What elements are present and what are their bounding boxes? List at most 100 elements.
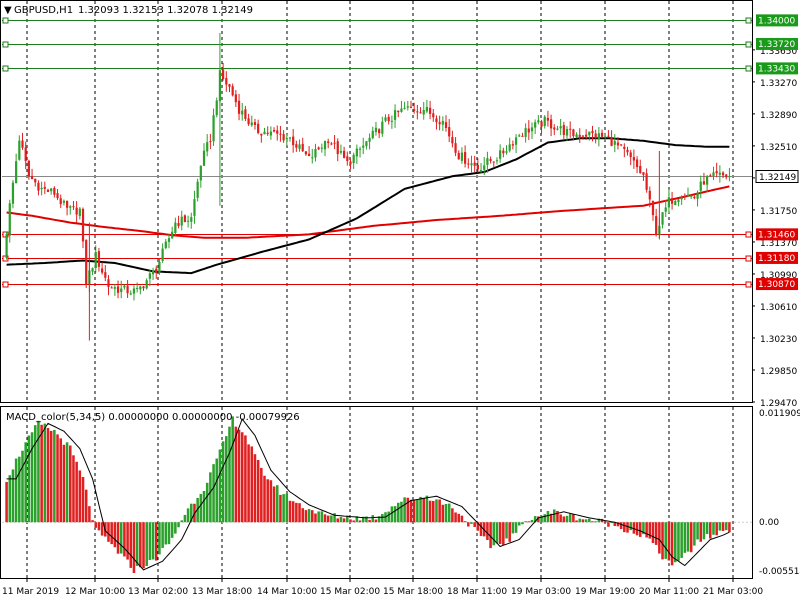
candle-body bbox=[78, 208, 81, 216]
candle bbox=[339, 144, 343, 155]
level-handle-left-2[interactable] bbox=[2, 65, 9, 72]
candle bbox=[91, 267, 94, 276]
candle bbox=[524, 123, 527, 143]
macd-bar bbox=[361, 516, 365, 523]
macd-bar bbox=[629, 522, 632, 531]
candle-body bbox=[40, 187, 43, 190]
macd-panel[interactable] bbox=[0, 406, 753, 579]
macd-bar bbox=[556, 511, 559, 523]
candle bbox=[371, 126, 374, 140]
candle-body bbox=[314, 148, 317, 158]
candle bbox=[282, 130, 285, 143]
macd-bar bbox=[396, 502, 400, 523]
macd-bar bbox=[186, 508, 190, 523]
candle bbox=[37, 180, 40, 196]
level-handle-left-5[interactable] bbox=[2, 281, 9, 288]
candle-body bbox=[642, 172, 645, 175]
macd-bar bbox=[406, 497, 410, 523]
macd-bar bbox=[428, 500, 432, 523]
candle bbox=[368, 133, 371, 150]
candle-body bbox=[85, 240, 88, 285]
candle bbox=[492, 161, 495, 168]
candle bbox=[505, 145, 508, 155]
macd-bar bbox=[568, 513, 572, 523]
macd-bar bbox=[400, 501, 403, 523]
candle-body bbox=[327, 141, 330, 143]
candle-body bbox=[524, 128, 527, 137]
price-panel[interactable] bbox=[0, 0, 753, 403]
macd-bar bbox=[457, 513, 461, 523]
candle bbox=[346, 151, 349, 166]
level-handle-right-0[interactable] bbox=[745, 17, 752, 24]
candle-body bbox=[585, 134, 588, 137]
candle-body bbox=[362, 145, 365, 148]
level-price-label: 1.34000 bbox=[758, 16, 795, 26]
macd-bar bbox=[132, 522, 136, 573]
candle-body bbox=[158, 261, 161, 273]
candle bbox=[454, 137, 457, 157]
candle-body bbox=[626, 149, 629, 153]
level-handle-right-4[interactable] bbox=[745, 255, 752, 262]
candle bbox=[30, 168, 34, 180]
candle-body bbox=[495, 160, 499, 162]
level-handle-right-1[interactable] bbox=[745, 41, 752, 48]
macd-bar bbox=[377, 516, 381, 523]
candle-body bbox=[110, 287, 113, 289]
level-handle-right-3[interactable] bbox=[745, 231, 752, 238]
candle bbox=[409, 100, 413, 109]
candle bbox=[358, 146, 362, 158]
macd-bar bbox=[709, 522, 712, 539]
macd-bar bbox=[161, 522, 164, 548]
level-handle-right-2[interactable] bbox=[745, 65, 752, 72]
macd-bar bbox=[616, 522, 620, 527]
macd-bar bbox=[24, 442, 27, 523]
candle bbox=[677, 198, 680, 207]
candle bbox=[253, 118, 257, 130]
candle-body bbox=[588, 131, 591, 136]
candle-body bbox=[721, 172, 725, 176]
axes: 1.336501.332701.328901.325101.321301.317… bbox=[2, 14, 800, 597]
macd-bar bbox=[635, 522, 639, 536]
candle bbox=[164, 239, 167, 250]
candle-body bbox=[113, 287, 116, 289]
candle-body bbox=[104, 272, 107, 278]
macd-bar bbox=[234, 426, 238, 523]
macd-bar bbox=[476, 522, 480, 531]
macd-bar bbox=[505, 522, 508, 539]
candle-body bbox=[180, 216, 183, 226]
candle bbox=[393, 104, 397, 128]
macd-bar bbox=[514, 522, 518, 533]
candle-body bbox=[537, 120, 540, 123]
macd-bar bbox=[275, 485, 279, 523]
candle bbox=[721, 171, 725, 179]
level-lines[interactable] bbox=[2, 17, 752, 288]
candle-body bbox=[451, 137, 454, 144]
macd-bar bbox=[419, 496, 422, 523]
candle-body bbox=[129, 293, 132, 295]
candle bbox=[651, 200, 655, 221]
level-handle-left-1[interactable] bbox=[2, 41, 9, 48]
macd-bar bbox=[444, 503, 448, 523]
candle-body bbox=[330, 143, 333, 145]
candle bbox=[632, 149, 635, 169]
candle-body bbox=[403, 107, 406, 109]
macd-bar bbox=[470, 522, 473, 524]
macd-bar bbox=[167, 522, 171, 545]
candle bbox=[594, 129, 597, 144]
candle bbox=[693, 195, 696, 200]
level-handle-left-0[interactable] bbox=[2, 17, 9, 24]
candle-body bbox=[237, 100, 241, 114]
macd-bar bbox=[72, 455, 75, 523]
candle bbox=[690, 194, 693, 199]
level-handle-right-5[interactable] bbox=[745, 281, 752, 288]
candle bbox=[349, 158, 352, 170]
candle-body bbox=[27, 160, 30, 177]
macd-bar bbox=[282, 494, 285, 523]
candle bbox=[639, 159, 642, 174]
macd-bar bbox=[97, 522, 101, 531]
candle bbox=[101, 262, 104, 275]
candle bbox=[362, 137, 365, 155]
candle-body bbox=[276, 130, 279, 134]
